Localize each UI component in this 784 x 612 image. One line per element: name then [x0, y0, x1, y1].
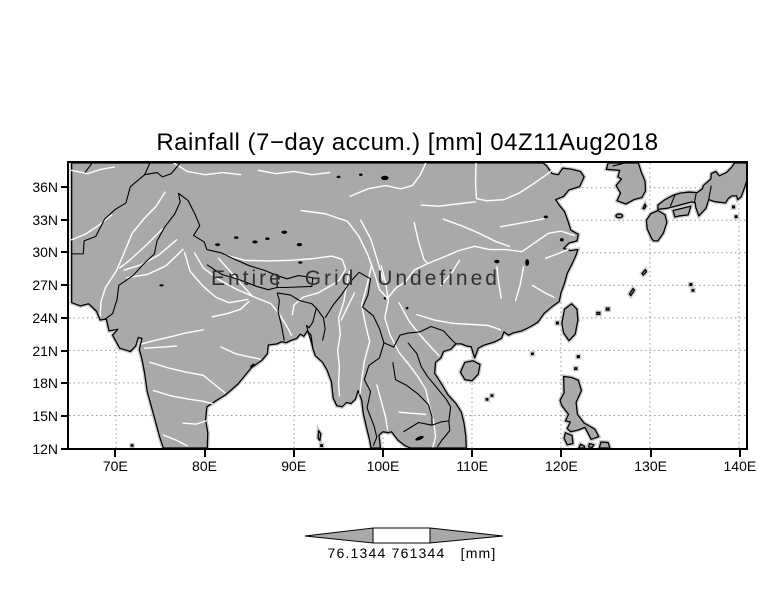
country-borders-layer	[72, 163, 712, 447]
colorbar-max-value: 761344	[391, 545, 446, 561]
lat-tick	[61, 185, 68, 188]
lakes-layer	[159, 173, 564, 441]
lon-tick	[114, 449, 117, 457]
lat-tick-label: 36N	[32, 178, 58, 195]
lon-tick	[292, 449, 295, 457]
lat-tick	[61, 251, 68, 254]
lat-tick	[61, 415, 68, 418]
lon-tick-label: 120E	[545, 458, 578, 474]
rivers-layer	[72, 163, 575, 447]
colorbar-right-arrow	[429, 527, 504, 544]
colorbar-units: [mm]	[460, 545, 497, 561]
lat-tick-label: 18N	[32, 375, 58, 392]
lat-tick	[61, 382, 68, 385]
colorbar-left-arrow	[304, 527, 374, 544]
map-frame	[67, 161, 748, 450]
lon-tick	[381, 449, 384, 457]
lat-tick	[61, 448, 68, 450]
lon-tick	[560, 449, 563, 457]
lon-tick-label: 90E	[281, 458, 307, 474]
undefined-grid-message: Entire Grid Undefined	[211, 267, 500, 290]
lon-tick-label: 100E	[366, 458, 400, 474]
map-plot	[69, 163, 746, 448]
colorbar-min-value: 76.1344	[327, 545, 387, 561]
lon-tick-label: 70E	[102, 458, 128, 474]
lat-tick-label: 21N	[32, 342, 58, 359]
lon-tick-label: 130E	[634, 458, 667, 474]
lat-tick-label: 12N	[32, 441, 58, 457]
lat-tick-label: 27N	[32, 277, 58, 294]
colorbar	[304, 527, 504, 544]
colorbar-mid-segment	[372, 527, 431, 544]
colorbar-range-label: 76.1344 761344 [mm]	[262, 545, 562, 561]
lat-tick-label: 15N	[32, 408, 58, 425]
lat-tick	[61, 284, 68, 287]
lon-tick	[649, 449, 652, 457]
lat-tick	[61, 349, 68, 352]
lon-tick	[738, 449, 741, 457]
lon-tick-label: 140E	[723, 458, 757, 474]
lat-tick	[61, 316, 68, 319]
lon-tick	[203, 449, 206, 457]
lat-tick-label: 24N	[32, 309, 58, 326]
lon-tick-label: 80E	[192, 458, 217, 474]
lat-tick	[61, 218, 68, 221]
lon-tick-label: 110E	[456, 458, 489, 474]
lat-tick-label: 30N	[32, 244, 58, 261]
plot-title: Rainfall (7−day accum.) [mm] 04Z11Aug201…	[156, 129, 659, 156]
lon-tick	[471, 449, 474, 457]
lat-tick-label: 33N	[32, 211, 58, 228]
